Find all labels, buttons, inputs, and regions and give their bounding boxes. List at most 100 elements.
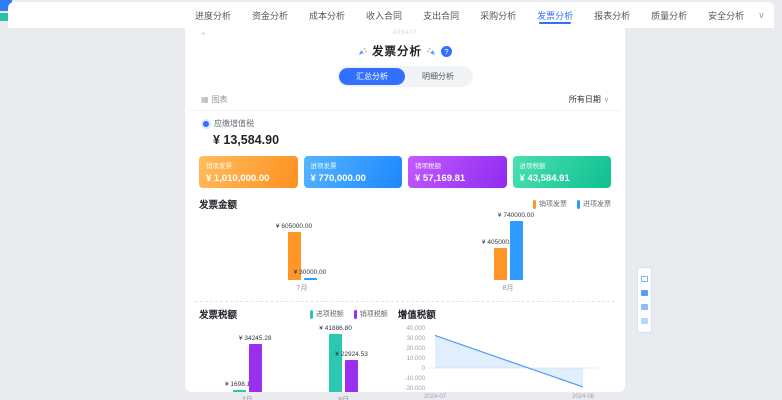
category-label: 8月 — [502, 285, 514, 292]
bar-value-label: ¥ 30000.00 — [293, 268, 327, 276]
panel-light-icon — [641, 304, 648, 310]
category-label: 8月 — [338, 395, 349, 400]
view-toggle-row: 汇总分析 明细分析 — [185, 66, 625, 87]
tab-5[interactable]: 采购分析 — [480, 10, 517, 21]
svg-text:-10,000: -10,000 — [404, 376, 425, 382]
bar-value-label: ¥ 34245.28 — [238, 335, 272, 343]
legend-label: 进项发票 — [583, 201, 611, 208]
invoice-amount-header: 发票金额 销项发票 进项发票 — [199, 197, 611, 211]
svg-text:-20,000: -20,000 — [404, 386, 425, 392]
tab-bar: 进度分析 资金分析 成本分析 收入合同 支出合同 采购分析 发票分析 报表分析 质量分析 安全分析… — [8, 2, 774, 28]
chart-view-label: 图表 — [211, 95, 228, 104]
vat-amount-chart: 40,000 30,000 20,000 10,000 0 -10,000 -20,000 2… — [398, 323, 625, 400]
bar — [509, 221, 523, 280]
legend-chip-icon — [577, 199, 580, 209]
sidebar-remnant-icon-teal[interactable] — [0, 13, 10, 21]
chart-grid-icon: ▦ — [201, 95, 209, 104]
legend-item[interactable]: 销项发票 — [533, 199, 567, 209]
tab-overflow-chevron-icon[interactable]: ∨ — [758, 9, 765, 20]
vat-amount-section: 增值税额 40,000 30,000 20,000 10,000 0 -10,000 -20… — [392, 307, 625, 400]
tab-7[interactable]: 报表分析 — [594, 10, 631, 21]
watermark-plus: + — [201, 29, 206, 38]
bar-value-label: ¥ 605000.00 — [275, 222, 313, 230]
stat-card-2[interactable]: 销项税额 ¥ 57,169.81 — [408, 156, 507, 188]
toolbar: ▦ 图表 所有日期 ∨ — [189, 89, 621, 111]
watermark-code: 408437 — [392, 29, 418, 36]
svg-text:2024-08: 2024-08 — [572, 394, 595, 400]
panel-solid-icon — [641, 290, 648, 296]
legend-label: 销项税额 — [359, 311, 388, 318]
panel-faint-icon — [641, 318, 648, 324]
category-label: 7月 — [242, 395, 253, 400]
invoice-amount-chart: ¥ 605000.00 ¥ 30000.00 7月 ¥ 405000.00 ¥ 7400… — [199, 212, 611, 293]
legend-chip-icon — [353, 309, 357, 319]
watermark-row: + 408437 — [185, 28, 625, 38]
bar — [329, 333, 343, 392]
page-title: 发票分析 — [372, 46, 422, 58]
invoice-tax-section: 发票税额 进项税额 销项税额 ¥ 1698.11 ¥ 34245.28 7月 ¥ 41… — [185, 307, 392, 400]
svg-text:10,000: 10,000 — [406, 356, 425, 362]
tab-9[interactable]: 安全分析 — [708, 10, 745, 21]
bar-value-label: ¥ 740000.00 — [497, 212, 535, 220]
panel-outline-icon — [641, 276, 648, 282]
toggle-detail-analysis[interactable]: 明细分析 — [422, 72, 454, 81]
tab-2[interactable]: 成本分析 — [309, 10, 346, 21]
svg-text:0: 0 — [421, 366, 425, 372]
bar — [303, 277, 317, 280]
legend-item[interactable]: 进项税额 — [309, 309, 344, 319]
stat-card-3[interactable]: 进项税额 ¥ 43,584.91 — [512, 156, 611, 188]
bar-value-label: ¥ 1698.11 — [224, 380, 254, 388]
svg-text:40,000: 40,000 — [406, 326, 425, 332]
invoice-amount-title: 发票金额 — [199, 200, 238, 211]
legend-item[interactable]: 销项税额 — [353, 309, 388, 319]
invoice-tax-title: 发票税额 — [199, 310, 238, 321]
bar — [287, 231, 301, 280]
stat-cards-row: 销项发票 ¥ 1,010,000.00 进项发票 ¥ 770,000.00 销项税额 ¥ … — [199, 156, 611, 188]
tab-4[interactable]: 支出合同 — [423, 10, 460, 21]
svg-text:20,000: 20,000 — [406, 346, 425, 352]
bar-value-label: ¥ 22924.53 — [335, 351, 368, 359]
tab-0[interactable]: 进度分析 — [195, 10, 232, 21]
stat-card-1[interactable]: 进项发票 ¥ 770,000.00 — [303, 156, 402, 188]
legend-chip-icon — [533, 199, 536, 209]
date-filter-value: 所有日期 — [568, 95, 601, 104]
legend-label: 进项税额 — [315, 311, 344, 318]
page-header: 发票分析 ? — [185, 41, 625, 61]
legend-item[interactable]: 进项发票 — [577, 199, 611, 209]
tab-8[interactable]: 质量分析 — [651, 10, 688, 21]
bar — [345, 360, 359, 392]
vat-amount-title: 增值税额 — [397, 310, 436, 321]
legend-label: 销项发票 — [539, 201, 567, 208]
section-divider — [195, 301, 615, 302]
invoice-amount-legend: 销项发票 进项发票 — [533, 199, 611, 209]
bar — [232, 389, 246, 392]
tab-6[interactable]: 发票分析 — [537, 2, 573, 28]
date-filter-dropdown[interactable]: 所有日期 ∨ — [569, 94, 609, 105]
confetti-right-icon — [427, 47, 436, 56]
bar — [248, 344, 262, 392]
vat-summary: 应缴增值税 ¥ 13,584.90 — [203, 118, 611, 147]
stat-card-0[interactable]: 销项发票 ¥ 1,010,000.00 — [199, 156, 298, 188]
bar-value-label: ¥ 41886.80 — [319, 324, 352, 332]
toggle-summary-analysis[interactable]: 汇总分析 — [339, 68, 405, 85]
svg-text:2024-07: 2024-07 — [424, 394, 447, 400]
chevron-down-icon: ∨ — [603, 96, 609, 104]
view-toggle: 汇总分析 明细分析 — [337, 66, 473, 87]
main-panel: + 408437 发票分析 ? 汇总分析 明细分析 ▦ 图表 — [185, 28, 625, 400]
help-icon[interactable]: ? — [441, 45, 452, 57]
floating-side-panel[interactable] — [637, 267, 652, 333]
invoice-tax-legend: 进项税额 销项税额 — [309, 309, 388, 319]
invoice-tax-chart: ¥ 1698.11 ¥ 34245.28 7月 ¥ 41886.80 ¥ 22924.5… — [199, 325, 392, 400]
bar — [493, 247, 507, 280]
vat-summary-label: 应缴增值税 — [214, 119, 254, 128]
tab-1[interactable]: 资金分析 — [252, 10, 289, 21]
svg-text:30,000: 30,000 — [406, 336, 425, 342]
blue-dot-icon — [203, 120, 209, 127]
chart-view-button[interactable]: ▦ 图表 — [201, 94, 228, 105]
confetti-left-icon — [358, 47, 367, 56]
tab-list: 进度分析 资金分析 成本分析 收入合同 支出合同 采购分析 发票分析 报表分析 质量分析 安全分析 — [8, 2, 744, 28]
sidebar-remnant-icon-blue[interactable] — [0, 0, 12, 11]
bar-value-label: ¥ 405000.00 — [481, 238, 519, 246]
tab-3[interactable]: 收入合同 — [366, 10, 403, 21]
